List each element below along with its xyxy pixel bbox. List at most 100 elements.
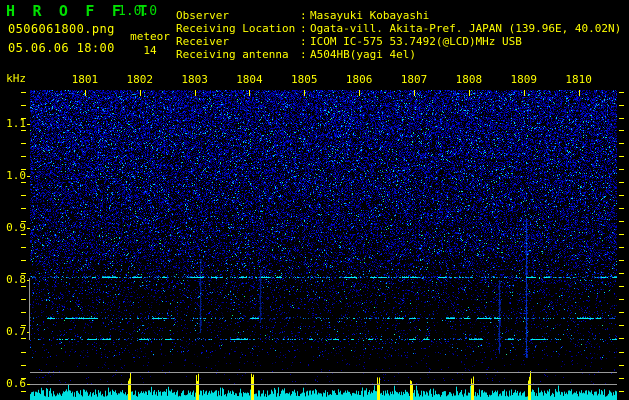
- x-axis-tick-label: 1810: [565, 73, 592, 86]
- x-axis-tick-mark: [195, 90, 196, 96]
- y-axis-tick-minor: [21, 195, 26, 196]
- metadata-row-receiving-antenna: Receiving antenna : A504HB(yagi 4el): [176, 48, 628, 61]
- right-axis-tick: [619, 286, 624, 287]
- x-axis-tick-mark: [85, 90, 86, 96]
- right-axis-tick: [619, 221, 624, 222]
- right-axis-tick: [619, 247, 624, 248]
- y-axis-tick-minor: [21, 286, 26, 287]
- y-axis-unit-label: kHz: [6, 72, 26, 85]
- y-axis-tick-label: 0.8: [6, 273, 26, 286]
- y-axis-tick-label: 0.7: [6, 325, 26, 338]
- y-axis-tick-minor: [21, 325, 26, 326]
- right-axis-tick: [619, 195, 624, 196]
- right-axis-tick: [619, 260, 624, 261]
- metadata-key: Receiving Location: [176, 22, 296, 35]
- meteor-count-value: 14: [143, 44, 157, 57]
- file-name-label: 0506061800.png: [8, 22, 115, 36]
- x-axis-tick-label: 1803: [181, 73, 208, 86]
- y-axis-tick-label: 1.1: [6, 117, 26, 130]
- right-axis-tick: [619, 208, 624, 209]
- metadata-value: ICOM IC-575 53.7492(@LCD)MHz USB: [310, 35, 522, 48]
- y-axis-tick-minor: [21, 182, 26, 183]
- metadata-colon: :: [300, 48, 307, 61]
- metadata-value: Masayuki Kobayashi: [310, 9, 430, 22]
- y-axis-line-upper: [29, 278, 30, 340]
- metadata-row-receiving-location: Receiving Location : Ogata-vill. Akita-P…: [176, 22, 628, 35]
- x-axis-tick-mark: [140, 90, 141, 96]
- y-axis-tick-minor: [21, 221, 26, 222]
- metadata-colon: :: [300, 22, 307, 35]
- right-axis-tick: [619, 352, 624, 353]
- spectrogram-plot: [30, 90, 617, 358]
- right-axis-tick: [619, 378, 624, 379]
- x-axis-tick-mark: [414, 90, 415, 96]
- x-axis-tick-mark: [304, 90, 305, 96]
- x-axis-tick-label: 1807: [400, 73, 428, 86]
- strip-gridline-upper: [30, 372, 617, 373]
- x-axis-tick-mark: [359, 90, 360, 96]
- x-axis-tick-mark: [469, 90, 470, 96]
- y-axis-tick-minor: [21, 391, 26, 392]
- metadata-key: Receiving antenna: [176, 48, 289, 61]
- right-axis-tick: [619, 273, 624, 274]
- y-axis-tick-minor: [21, 312, 26, 313]
- app-title: H R O F F T: [6, 2, 152, 20]
- y-axis-tick-minor: [21, 260, 26, 261]
- spectrogram-canvas: [30, 90, 617, 358]
- right-axis-tick: [619, 92, 624, 93]
- metadata-row-receiver: Receiver : ICOM IC-575 53.7492(@LCD)MHz …: [176, 35, 628, 48]
- y-axis-tick-minor: [21, 234, 26, 235]
- y-axis-tick-minor: [21, 273, 26, 274]
- right-axis-tick: [619, 325, 624, 326]
- y-axis-tick-minor: [21, 208, 26, 209]
- right-axis-tick: [619, 118, 624, 119]
- x-axis-tick-label: 1806: [345, 73, 373, 86]
- x-axis-tick-label: 1801: [71, 73, 99, 86]
- meteor-count-label: meteor: [130, 30, 170, 43]
- right-axis-tick: [619, 391, 624, 392]
- y-axis-tick-minor: [21, 118, 26, 119]
- x-axis-tick-label: 1809: [510, 73, 537, 86]
- right-axis-tick: [619, 234, 624, 235]
- right-axis-tick: [619, 338, 624, 339]
- y-axis-tick-minor: [21, 130, 26, 131]
- right-axis-tick: [619, 130, 624, 131]
- right-axis-tick: [619, 299, 624, 300]
- metadata-value: A504HB(yagi 4el): [310, 48, 416, 61]
- y-axis-tick-minor: [21, 352, 26, 353]
- right-axis-tick: [619, 365, 624, 366]
- x-axis-tick-label: 1808: [455, 73, 483, 86]
- metadata-value: Ogata-vill. Akita-Pref. JAPAN (139.96E, …: [310, 22, 622, 35]
- y-axis-tick-minor: [21, 92, 26, 93]
- metadata-key: Receiver: [176, 35, 229, 48]
- amplitude-strip: [30, 358, 617, 400]
- y-axis-tick-minor: [21, 378, 26, 379]
- right-axis-tick: [619, 143, 624, 144]
- right-axis-tick: [619, 182, 624, 183]
- metadata-colon: :: [300, 35, 307, 48]
- metadata-row-observer: Observer : Masayuki Kobayashi: [176, 9, 628, 22]
- y-axis-tick-minor: [21, 169, 26, 170]
- y-axis-tick-label: 0.6: [6, 377, 26, 390]
- y-axis-tick-minor: [21, 365, 26, 366]
- amplitude-canvas: [30, 358, 617, 400]
- x-axis-tick-mark: [249, 90, 250, 96]
- y-axis-tick-minor: [21, 105, 26, 106]
- app-version: 1.0.0: [118, 4, 158, 19]
- y-axis-tick-minor: [21, 299, 26, 300]
- y-axis-tick-label: 1.0: [6, 169, 26, 182]
- x-axis-tick-label: 1805: [291, 73, 318, 86]
- right-axis-tick: [619, 105, 624, 106]
- x-axis-tick-label: 1804: [236, 73, 263, 86]
- right-axis-tick: [619, 156, 624, 157]
- right-axis-tick: [619, 169, 624, 170]
- y-axis-tick-minor: [21, 143, 26, 144]
- metadata-colon: :: [300, 9, 307, 22]
- metadata-key: Observer: [176, 9, 229, 22]
- x-axis-tick-label: 1802: [126, 73, 153, 86]
- y-axis-tick-label: 0.9: [6, 221, 26, 234]
- right-axis-tick: [619, 312, 624, 313]
- x-axis-tick-mark: [579, 90, 580, 96]
- metadata-block: Observer : Masayuki Kobayashi Receiving …: [176, 9, 628, 61]
